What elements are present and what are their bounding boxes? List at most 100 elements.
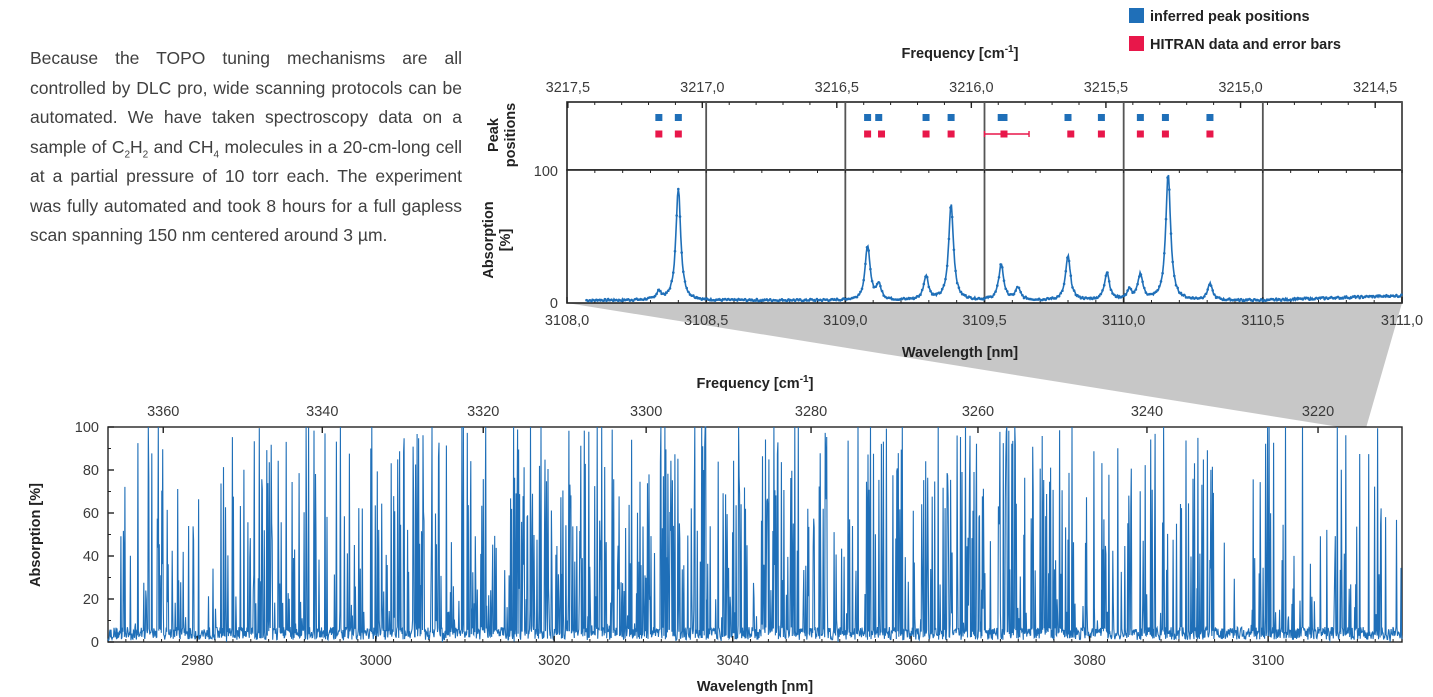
- legend-swatch: [1129, 8, 1144, 23]
- trace-point: [1163, 252, 1166, 255]
- y-tick-label: 0: [550, 296, 558, 312]
- zoom-top-axis-title: Frequency [cm-1]: [902, 44, 1019, 62]
- trace-point: [755, 297, 759, 301]
- x-tick-label: 3108,0: [545, 313, 589, 329]
- trace-point: [743, 297, 747, 301]
- full-x-tick-label: 3060: [895, 653, 927, 669]
- trace-point: [1107, 280, 1111, 283]
- trace-point: [1017, 286, 1021, 290]
- top-tick-label: 3217,0: [680, 80, 724, 96]
- trace-point: [917, 295, 921, 298]
- trace-point: [1166, 176, 1169, 179]
- trace-point: [814, 299, 817, 303]
- trace-point: [1126, 289, 1129, 292]
- trace-point: [1097, 294, 1101, 298]
- trace-point: [1021, 293, 1024, 297]
- trace-point: [1019, 290, 1022, 294]
- trace-point: [1164, 217, 1168, 221]
- hitran-peak-marker: [1067, 130, 1075, 138]
- trace-point: [1356, 294, 1360, 298]
- x-tick-label: 3109,5: [962, 313, 1006, 329]
- trace-point: [1143, 286, 1146, 290]
- full-scan-line: [107, 426, 1403, 643]
- trace-point: [1012, 292, 1016, 296]
- trace-point: [1112, 293, 1116, 297]
- trace-point: [668, 287, 672, 290]
- trace-point: [1136, 282, 1139, 286]
- trace-point: [1144, 291, 1148, 294]
- trace-point: [692, 294, 695, 297]
- trace-point: [1006, 290, 1009, 293]
- trace-point: [675, 214, 678, 217]
- trace-point: [1129, 287, 1133, 291]
- trace-point: [959, 290, 962, 294]
- full-y-tick-label: 40: [83, 549, 99, 565]
- trace-point: [859, 290, 862, 294]
- top-tick-label: 3217,5: [546, 80, 590, 96]
- hitran-peak-marker: [1136, 130, 1144, 138]
- full-top-tick-label: 3260: [962, 404, 994, 420]
- trace-point: [1002, 279, 1006, 283]
- full-x-tick-label: 3000: [360, 653, 392, 669]
- full-y-tick-label: 20: [83, 592, 99, 608]
- trace-point: [919, 293, 922, 297]
- trace-point: [940, 287, 944, 291]
- full-x-tick-label: 3100: [1252, 653, 1284, 669]
- legend-label: HITRAN data and error bars: [1150, 37, 1341, 53]
- trace-point: [1101, 289, 1104, 292]
- trace-point: [1169, 232, 1173, 235]
- trace-point: [957, 286, 961, 290]
- hitran-peak-marker: [947, 130, 955, 138]
- trace-point: [1174, 284, 1178, 287]
- trace-point: [1273, 299, 1276, 302]
- trace-point: [1004, 287, 1007, 291]
- trace-point: [1161, 271, 1164, 275]
- x-tick-label: 3108,5: [684, 313, 728, 329]
- trace-point: [1064, 269, 1068, 273]
- trace-point: [1321, 296, 1325, 299]
- trace-point: [982, 298, 986, 301]
- full-top-tick-label: 3300: [630, 404, 662, 420]
- trace-point: [862, 278, 865, 282]
- full-top-tick-label: 3360: [147, 404, 179, 420]
- trace-point: [874, 285, 877, 289]
- trace-point: [682, 270, 685, 274]
- trace-point: [1104, 274, 1108, 278]
- inferred-peak-marker: [1000, 114, 1008, 121]
- inferred-peak-marker: [1206, 114, 1214, 121]
- trace-point: [999, 263, 1002, 266]
- trace-point: [665, 291, 668, 295]
- trace-point: [1323, 297, 1326, 301]
- legend-swatch: [1129, 36, 1144, 51]
- trace-point: [1176, 286, 1179, 290]
- trace-point: [1066, 256, 1069, 260]
- x-tick-label: 3110,5: [1241, 313, 1284, 329]
- trace-point: [1358, 296, 1361, 300]
- trace-point: [927, 285, 931, 289]
- trace-point: [768, 298, 772, 301]
- x-tick-label: 3110,0: [1102, 313, 1145, 329]
- trace-point: [952, 248, 956, 252]
- trace-point: [1096, 296, 1099, 300]
- legend-label: inferred peak positions: [1150, 9, 1310, 25]
- hitran-peak-marker: [1000, 130, 1008, 138]
- trace-point: [864, 262, 867, 266]
- trace-point: [929, 289, 932, 293]
- trace-point: [1072, 289, 1076, 292]
- trace-point: [869, 267, 872, 271]
- full-y-tick-label: 80: [83, 463, 99, 479]
- y-tick-label: 100: [534, 164, 558, 180]
- trace-point: [1067, 259, 1071, 263]
- trace-point: [947, 237, 951, 241]
- trace-point: [670, 279, 673, 283]
- trace-point: [1204, 292, 1208, 296]
- trace-point: [1044, 298, 1047, 302]
- trace-point: [875, 282, 879, 286]
- trace-point: [944, 277, 947, 281]
- full-top-tick-label: 3340: [306, 404, 338, 420]
- trace-point: [942, 283, 946, 287]
- trace-point: [1132, 291, 1136, 294]
- trace-point: [601, 299, 605, 303]
- trace-point: [1341, 297, 1345, 300]
- full-top-tick-label: 3320: [467, 404, 499, 420]
